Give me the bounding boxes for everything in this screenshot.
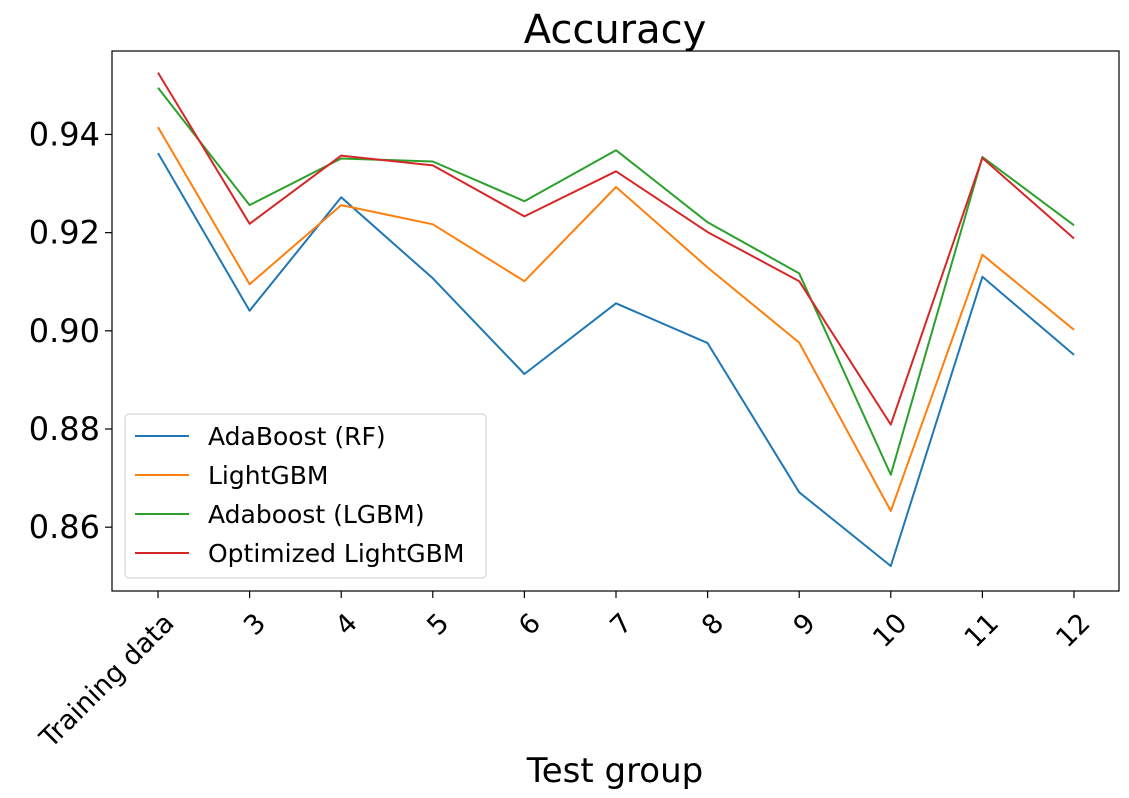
legend-label: Optimized LightGBM <box>208 539 464 568</box>
series-line-0 <box>157 152 1075 567</box>
series-line-1 <box>157 126 1075 512</box>
y-tick-label: 0.90 <box>29 312 100 350</box>
series-line-3 <box>157 72 1075 426</box>
x-tick-label: 6 <box>513 608 547 642</box>
x-tick-label: 11 <box>959 608 1005 654</box>
x-tick-label: 10 <box>867 608 913 654</box>
x-tick-label: 3 <box>238 608 272 642</box>
y-tick-label: 0.94 <box>29 115 100 153</box>
legend-label: Adaboost (LGBM) <box>208 500 425 529</box>
y-tick-label: 0.92 <box>29 214 100 252</box>
chart-title: Accuracy <box>524 7 707 53</box>
x-tick-label: Training data <box>33 608 180 755</box>
x-axis-label: Test group <box>526 751 704 791</box>
legend-label: AdaBoost (RF) <box>208 422 386 451</box>
series-line-2 <box>157 87 1075 476</box>
x-tick-label: 8 <box>696 608 730 642</box>
y-tick-label: 0.86 <box>29 508 100 546</box>
legend-box <box>124 413 487 579</box>
legend-label: LightGBM <box>208 461 328 490</box>
x-tick-label: 5 <box>421 608 455 642</box>
x-axis: Training data 3 4 5 6 7 8 9 10 11 12 <box>33 591 1097 755</box>
x-tick-label: 9 <box>788 608 822 642</box>
y-tick-label: 0.88 <box>29 410 100 448</box>
x-tick-label: 12 <box>1050 608 1096 654</box>
x-tick-label: 4 <box>330 608 364 642</box>
series-lines <box>157 72 1075 567</box>
legend: AdaBoost (RF) LightGBM Adaboost (LGBM) Opti… <box>124 413 487 579</box>
x-tick-label: 7 <box>604 608 638 642</box>
y-axis: 0.86 0.88 0.90 0.92 0.94 <box>29 115 112 546</box>
